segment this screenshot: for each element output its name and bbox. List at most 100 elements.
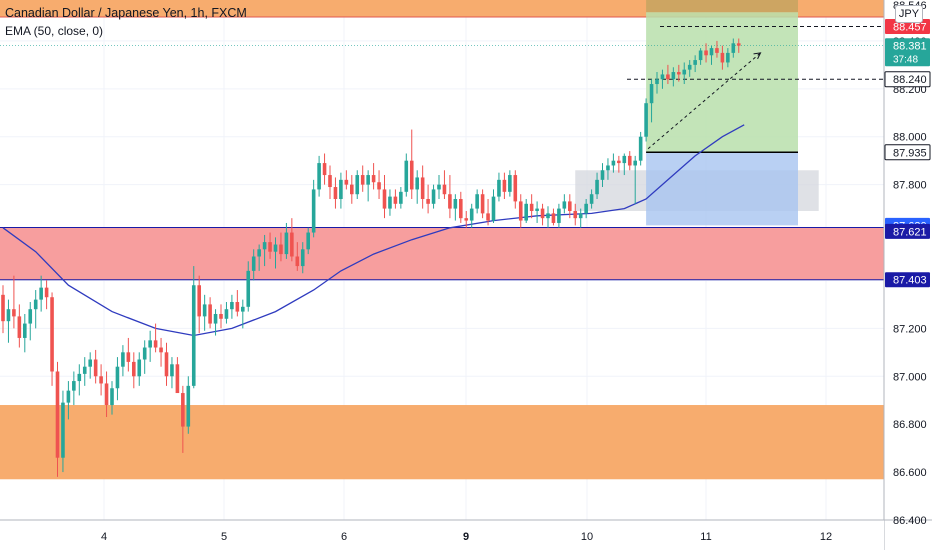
candle-body	[649, 84, 654, 104]
candle	[61, 390, 65, 473]
candle	[508, 170, 512, 197]
candle-body	[104, 383, 109, 406]
candle	[170, 357, 174, 389]
candle	[159, 337, 163, 367]
candle-body	[170, 364, 174, 377]
candle-body	[33, 299, 38, 310]
candle-body	[213, 313, 218, 324]
candle-body	[371, 175, 376, 183]
candle	[469, 203, 474, 228]
candle-body	[159, 347, 163, 353]
candle	[420, 165, 425, 209]
candle-body	[50, 297, 54, 372]
candle-body	[508, 175, 512, 192]
candle-body	[595, 179, 599, 195]
candle-body	[55, 371, 60, 458]
candle	[399, 187, 403, 209]
candle-body	[99, 376, 103, 384]
candle	[529, 194, 534, 219]
candle	[393, 189, 398, 209]
candle	[687, 60, 692, 77]
candle-body	[12, 309, 16, 317]
candle-body	[677, 72, 681, 75]
candle-body	[448, 194, 452, 209]
candle	[72, 371, 76, 406]
candle-body	[388, 196, 392, 209]
candle-body	[562, 201, 567, 209]
candle-body	[279, 244, 283, 255]
price-label-text: 87.403	[893, 275, 927, 287]
price-tick-label: 87.200	[893, 323, 927, 335]
candle	[638, 131, 643, 166]
candle	[464, 210, 469, 228]
price-label-countdown: 37:48	[893, 55, 918, 66]
candle-body	[339, 179, 343, 200]
candle-body	[518, 201, 523, 221]
candle	[202, 294, 207, 331]
candle	[66, 381, 71, 420]
candle	[17, 304, 22, 348]
candle	[333, 177, 338, 209]
candle	[502, 172, 507, 200]
candle-body	[393, 196, 398, 204]
candle	[213, 309, 218, 336]
candle-body	[191, 285, 196, 386]
candle	[28, 302, 33, 341]
candle	[23, 313, 27, 353]
candle	[655, 72, 659, 94]
trend-arrow-head	[753, 52, 762, 60]
candle	[306, 227, 310, 255]
candle	[649, 79, 654, 123]
candle	[677, 64, 681, 82]
candle-body	[638, 136, 643, 161]
price-label-bg	[885, 38, 930, 67]
candle-body	[611, 160, 616, 166]
candle	[339, 172, 343, 209]
candle-body	[399, 191, 403, 204]
candle	[617, 155, 621, 173]
candle-body	[28, 309, 33, 324]
candle	[388, 189, 392, 216]
candle	[175, 357, 180, 394]
candle	[153, 323, 158, 353]
candle	[230, 294, 234, 319]
candle-body	[202, 304, 207, 317]
candle	[44, 280, 49, 310]
candle	[535, 201, 539, 223]
candle	[50, 292, 54, 386]
candle-body	[317, 163, 321, 190]
candle	[311, 179, 316, 238]
candle-body	[600, 170, 605, 180]
candle	[551, 208, 556, 226]
candle	[622, 153, 627, 176]
candle-body	[295, 256, 300, 267]
candle-body	[88, 359, 92, 367]
candle-body	[142, 347, 147, 360]
candle	[415, 170, 419, 204]
indicator-legend[interactable]: EMA (50, close, 0)	[5, 24, 104, 38]
price-label-text: 88.381	[893, 41, 927, 53]
currency-button[interactable]: JPY	[895, 5, 923, 23]
candle	[442, 170, 447, 200]
candle	[360, 165, 365, 192]
candle-body	[17, 316, 22, 338]
candle-body	[720, 52, 725, 63]
candle	[148, 330, 152, 362]
price-label-text: 87.935	[893, 147, 927, 159]
candle-body	[311, 189, 316, 233]
candle-body	[660, 74, 665, 80]
candle-body	[186, 385, 191, 427]
candle	[55, 361, 60, 477]
price-label-bg	[885, 272, 930, 288]
time-tick-label: 9	[463, 531, 469, 543]
candle-body	[115, 366, 120, 389]
candle	[197, 275, 201, 334]
candle	[644, 98, 648, 142]
candle-body	[350, 184, 354, 195]
candle	[437, 175, 441, 200]
candle	[562, 194, 567, 214]
time-tick-label: 6	[341, 531, 347, 543]
candle	[110, 381, 114, 415]
